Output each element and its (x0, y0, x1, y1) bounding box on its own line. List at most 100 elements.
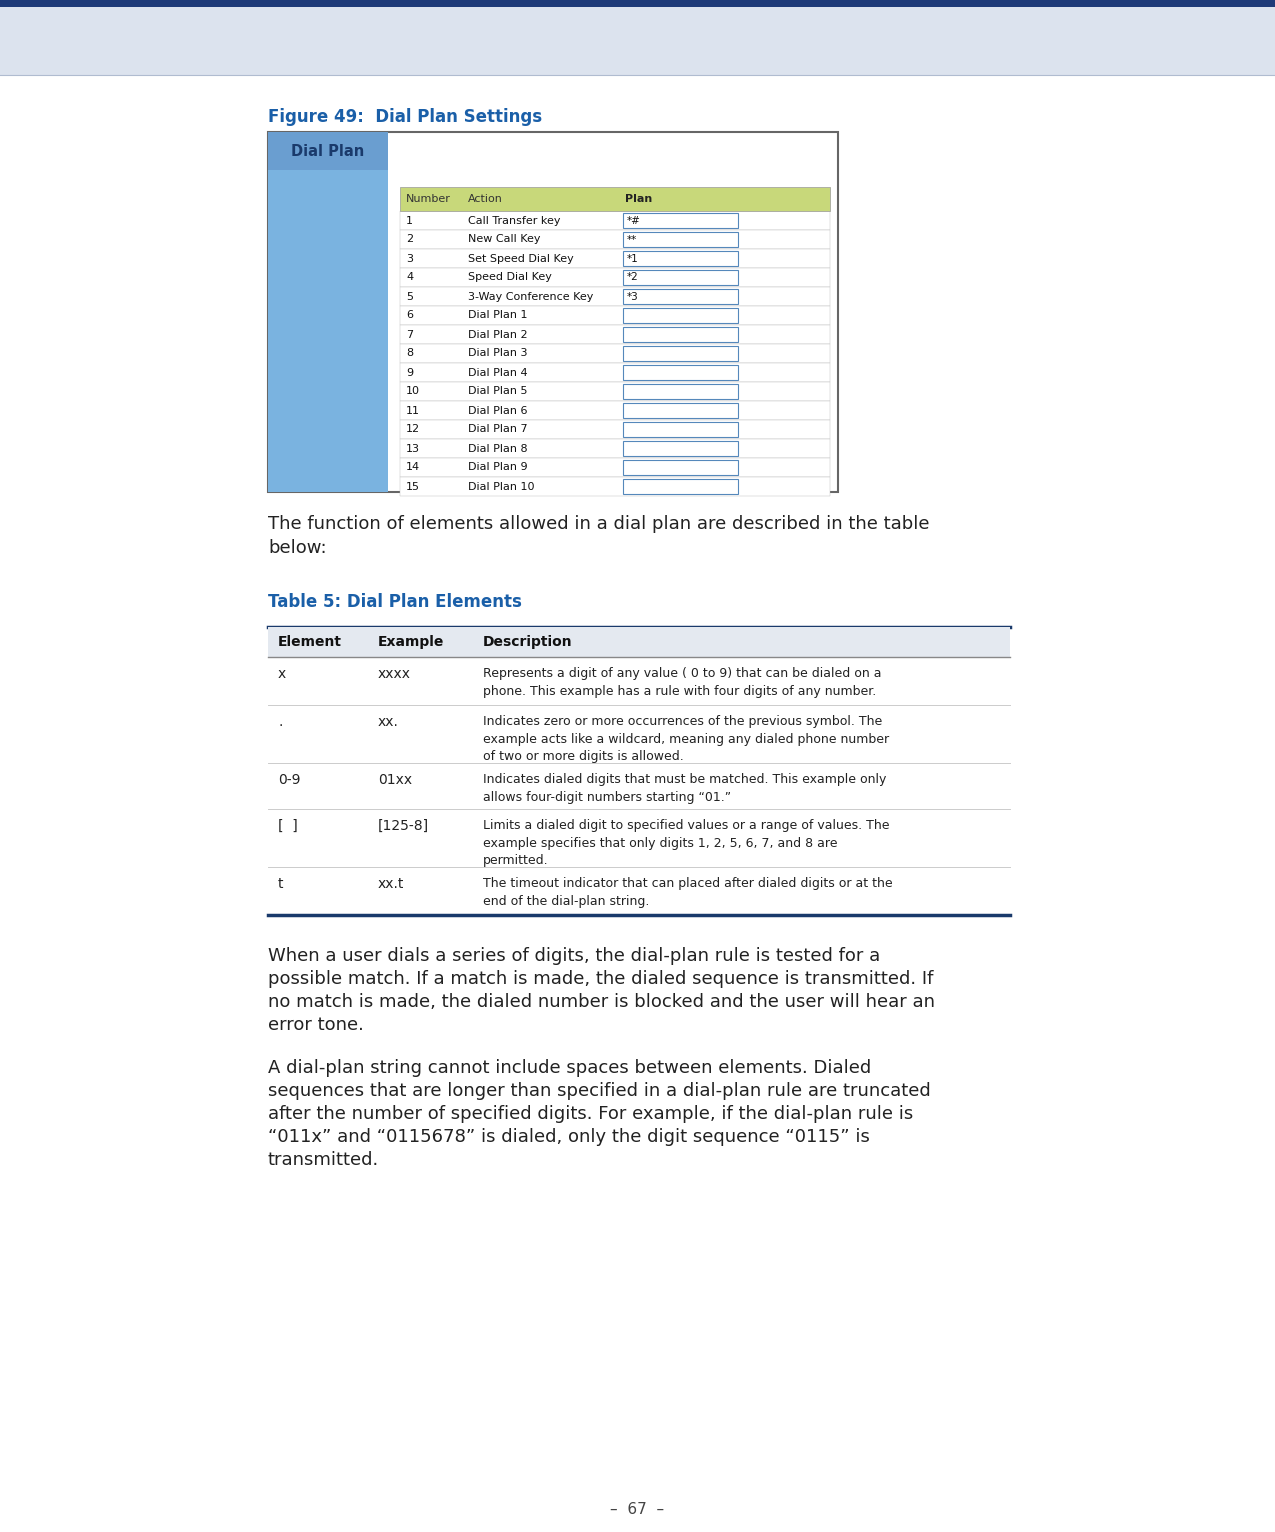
Text: [125-8]: [125-8] (377, 820, 430, 833)
Bar (400, 187, 830, 211)
Bar (623, 403, 738, 418)
Bar (623, 460, 738, 475)
Text: t: t (278, 876, 283, 892)
Text: 13: 13 (405, 443, 419, 453)
Bar (268, 132, 388, 492)
Text: When a user dials a series of digits, the dial-plan rule is tested for a: When a user dials a series of digits, th… (268, 947, 880, 965)
Text: Number: Number (405, 195, 451, 204)
Bar (400, 250, 830, 268)
Text: Dial Plan: Dial Plan (1192, 46, 1269, 61)
Text: –  67  –: – 67 – (609, 1503, 664, 1518)
Text: Dial Plan 4: Dial Plan 4 (468, 368, 528, 377)
Text: 15: 15 (405, 481, 419, 492)
Text: *3: *3 (627, 291, 639, 302)
Text: possible match. If a match is made, the dialed sequence is transmitted. If: possible match. If a match is made, the … (268, 970, 933, 988)
Text: Dial Plan 9: Dial Plan 9 (468, 463, 528, 472)
Text: Dial Plan 6: Dial Plan 6 (468, 406, 528, 415)
Text: 11: 11 (405, 406, 419, 415)
Text: below:: below: (268, 539, 326, 558)
Text: **: ** (627, 234, 638, 245)
Text: after the number of specified digits. For example, if the dial-plan rule is: after the number of specified digits. Fo… (268, 1105, 913, 1123)
Text: “011x” and “0115678” is dialed, only the digit sequence “0115” is: “011x” and “0115678” is dialed, only the… (268, 1128, 870, 1146)
Bar (0, 0, 1275, 8)
Text: Element: Element (278, 634, 342, 650)
Text: 2: 2 (405, 234, 413, 245)
Text: Dial Plan 8: Dial Plan 8 (468, 443, 528, 453)
Bar (400, 325, 830, 345)
Text: error tone.: error tone. (268, 1016, 363, 1034)
Text: Description: Description (483, 634, 572, 650)
Text: New Call Key: New Call Key (468, 234, 541, 245)
Bar (623, 251, 738, 267)
Text: Dial Plan 10: Dial Plan 10 (468, 481, 534, 492)
Bar (623, 308, 738, 323)
Text: x: x (278, 666, 287, 682)
Text: Indicates dialed digits that must be matched. This example only
allows four-digi: Indicates dialed digits that must be mat… (483, 774, 886, 803)
Text: no match is made, the dialed number is blocked and the user will hear an: no match is made, the dialed number is b… (268, 993, 935, 1011)
Text: xx.: xx. (377, 715, 399, 729)
Text: Dial Plan 2: Dial Plan 2 (468, 329, 528, 340)
Text: Represents a digit of any value ( 0 to 9) that can be dialed on a
phone. This ex: Represents a digit of any value ( 0 to 9… (483, 666, 881, 697)
Text: Example: Example (377, 634, 445, 650)
Text: |: | (1252, 21, 1257, 38)
Bar (623, 441, 738, 457)
Text: 14: 14 (405, 463, 421, 472)
Text: 12: 12 (405, 424, 421, 435)
Text: xxxx: xxxx (377, 666, 411, 682)
Text: .: . (278, 715, 282, 729)
Bar (400, 476, 830, 496)
Text: 1: 1 (405, 216, 413, 225)
Bar (400, 401, 830, 420)
Bar (623, 213, 738, 228)
Text: Set Speed Dial Key: Set Speed Dial Key (468, 253, 574, 264)
Text: 9: 9 (405, 368, 413, 377)
Bar (400, 306, 830, 325)
Text: 3: 3 (405, 253, 413, 264)
Text: 4: 4 (405, 273, 413, 282)
Text: Dial Plan 5: Dial Plan 5 (468, 386, 528, 397)
Text: Figure 49:  Dial Plan Settings: Figure 49: Dial Plan Settings (268, 107, 542, 126)
Text: Plan: Plan (625, 195, 653, 204)
Text: Speed Dial Key: Speed Dial Key (468, 273, 552, 282)
Bar (0, 8, 1275, 75)
Text: Dial Plan: Dial Plan (292, 144, 365, 158)
Text: sequences that are longer than specified in a dial-plan rule are truncated: sequences that are longer than specified… (268, 1082, 931, 1100)
Bar (623, 385, 738, 398)
Text: 10: 10 (405, 386, 419, 397)
Bar (623, 480, 738, 493)
Text: *1: *1 (627, 253, 639, 264)
Bar (400, 268, 830, 286)
Text: Indicates zero or more occurrences of the previous symbol. The
example acts like: Indicates zero or more occurrences of th… (483, 715, 889, 763)
Text: CHAPTER 11: CHAPTER 11 (1140, 23, 1244, 37)
Text: *#: *# (627, 216, 641, 225)
Text: Dial Plan 7: Dial Plan 7 (468, 424, 528, 435)
Bar (400, 211, 830, 230)
Bar (400, 286, 830, 306)
Text: Call Transfer key: Call Transfer key (468, 216, 561, 225)
Text: 7: 7 (405, 329, 413, 340)
Text: Dial Plan 3: Dial Plan 3 (468, 348, 528, 358)
Text: 0-9: 0-9 (278, 774, 301, 787)
Text: transmitted.: transmitted. (268, 1151, 379, 1169)
Text: A dial-plan string cannot include spaces between elements. Dialed: A dial-plan string cannot include spaces… (268, 1059, 871, 1077)
Bar (623, 421, 738, 437)
Bar (400, 440, 830, 458)
Text: 6: 6 (405, 311, 413, 320)
Bar (268, 132, 838, 492)
Bar (623, 270, 738, 285)
Bar (400, 458, 830, 476)
Text: 5: 5 (405, 291, 413, 302)
Bar (400, 230, 830, 250)
Text: The function of elements allowed in a dial plan are described in the table: The function of elements allowed in a di… (268, 515, 929, 533)
Text: Action: Action (468, 195, 502, 204)
Bar (400, 363, 830, 381)
Text: xx.t: xx.t (377, 876, 404, 892)
Text: 3-Way Conference Key: 3-Way Conference Key (468, 291, 593, 302)
Bar (400, 420, 830, 440)
Text: [  ]: [ ] (278, 820, 298, 833)
Text: Dial Plan 1: Dial Plan 1 (468, 311, 528, 320)
Text: The timeout indicator that can placed after dialed digits or at the
end of the d: The timeout indicator that can placed af… (483, 876, 892, 907)
Bar (400, 345, 830, 363)
Bar (268, 132, 388, 170)
Text: Table 5: Dial Plan Elements: Table 5: Dial Plan Elements (268, 593, 521, 611)
